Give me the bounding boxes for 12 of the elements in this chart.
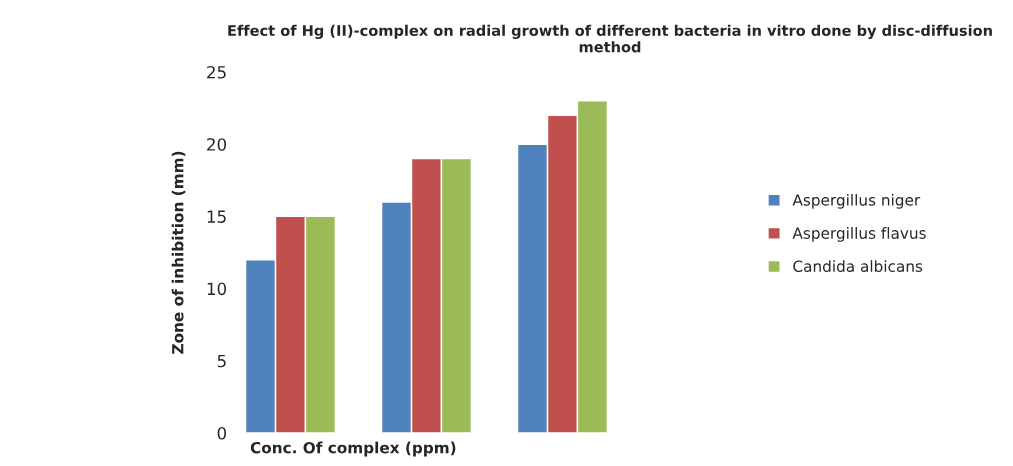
legend-label: Candida albicans [793,260,923,272]
legend-label: Aspergillus niger [792,193,921,209]
y-tick-label: 15 [207,210,226,223]
chart-title: Effect of Hg (II)-complex on radial growth of different bacteria in vitro done by disc-diffusion method [228,24,992,53]
x-axis-title: Conc. Of complex (ppm) [250,441,456,457]
y-tick-label: 20 [207,138,227,151]
legend-label: Aspergillus flavus [792,227,926,242]
y-axis-title: Zone of inhibition (mm) [171,151,186,354]
y-tick-label: 10 [207,282,227,296]
y-tick-label: 5 [217,354,226,368]
y-tick-label: 25 [207,65,226,79]
y-tick-label: 0 [217,426,227,440]
